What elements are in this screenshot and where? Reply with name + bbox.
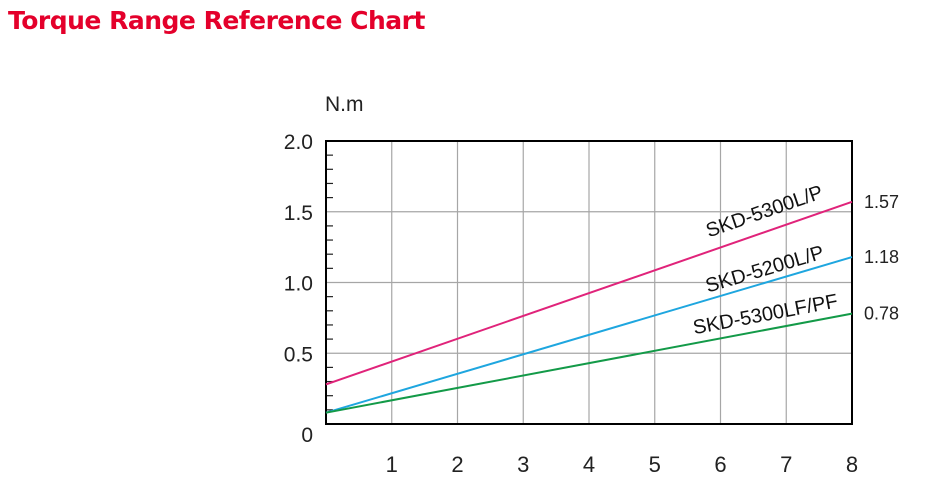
y-axis-label: N.m bbox=[325, 93, 364, 116]
y-tick-label: 0.5 bbox=[284, 343, 313, 366]
plot-frame bbox=[325, 140, 853, 425]
series-line bbox=[325, 256, 853, 414]
series-lines bbox=[325, 200, 853, 414]
page-title: Torque Range Reference Chart bbox=[8, 6, 425, 35]
y-tick-label: 1.5 bbox=[284, 202, 313, 225]
minor-ticks bbox=[326, 154, 333, 411]
x-tick-label: 6 bbox=[714, 452, 726, 477]
x-tick-label: 3 bbox=[517, 452, 529, 477]
series-end-value: 1.18 bbox=[864, 247, 899, 267]
x-tick-label: 8 bbox=[846, 452, 858, 477]
y-tick-label: 0 bbox=[301, 424, 313, 447]
grid-lines bbox=[326, 141, 852, 424]
series-end-value: 0.78 bbox=[864, 304, 899, 324]
series-line bbox=[325, 312, 853, 414]
x-tick-label: 2 bbox=[451, 452, 463, 477]
x-tick-label: 7 bbox=[780, 452, 792, 477]
x-tick-label: 4 bbox=[583, 452, 595, 477]
series-end-value: 1.57 bbox=[864, 192, 899, 212]
x-tick-label: 1 bbox=[386, 452, 398, 477]
y-tick-label: 1.0 bbox=[284, 273, 313, 296]
series-line bbox=[325, 200, 853, 386]
y-tick-label: 2.0 bbox=[284, 131, 313, 154]
x-tick-label: 5 bbox=[649, 452, 661, 477]
